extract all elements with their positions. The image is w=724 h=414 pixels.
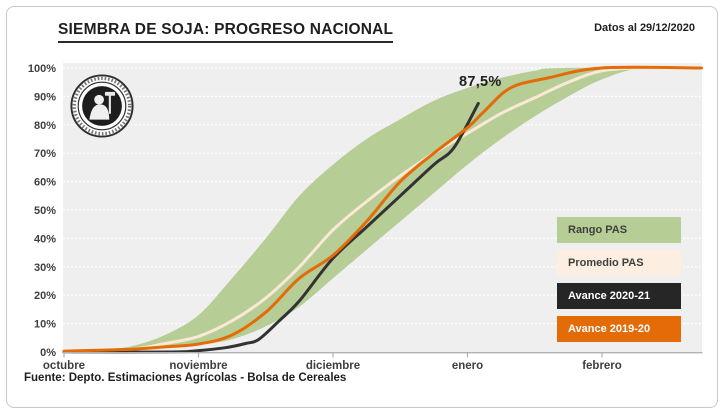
legend-item-promedio-pas: Promedio PAS: [557, 250, 681, 276]
y-axis-label-100-: 100%: [28, 63, 56, 75]
legend-item-avance-2020-21: Avance 2020-21: [557, 283, 681, 309]
legend-item-label: Avance 2020-21: [568, 290, 651, 302]
chart-legend: Rango PAS Promedio PAS Avance 2020-21 Avanc…: [557, 217, 681, 342]
page-title: SIEMBRA DE SOJA: PROGRESO NACIONAL: [58, 21, 394, 43]
y-axis-label-10-: 10%: [34, 319, 56, 331]
data-as-of-note: Datos al 29/12/2020: [594, 22, 695, 34]
y-axis-label-30-: 30%: [34, 262, 56, 274]
y-axis-label-40-: 40%: [34, 233, 56, 245]
y-axis-label-60-: 60%: [34, 177, 56, 189]
legend-item-label: Promedio PAS: [568, 257, 644, 269]
bolsa-de-cereales-logo-stamp: [70, 74, 134, 138]
x-axis-label-enero: enero: [452, 360, 483, 372]
x-axis-label-diciembre: diciembre: [306, 360, 360, 372]
y-axis-label-80-: 80%: [34, 120, 56, 132]
y-axis-label-20-: 20%: [34, 290, 56, 302]
avance-2019-20-line: [62, 65, 703, 353]
rango-pas-band: [64, 67, 702, 353]
y-axis-label-90-: 90%: [34, 91, 56, 103]
legend-item-label: Rango PAS: [568, 224, 628, 236]
y-axis-label-50-: 50%: [34, 205, 56, 217]
promedio-pas-line: [62, 66, 703, 354]
y-axis-label-0-: 0%: [40, 347, 56, 359]
legend-item-avance-2019-20: Avance 2019-20: [557, 316, 681, 342]
legend-item-rango-pas: Rango PAS: [557, 217, 681, 243]
x-axis-label-noviembre: noviembre: [169, 360, 227, 372]
avance-2020-21-line: [62, 102, 480, 354]
x-axis-label-octubre: octubre: [43, 360, 85, 372]
current-progress-annotation: 87,5%: [459, 74, 502, 90]
y-axis-label-70-: 70%: [34, 148, 56, 160]
x-axis-label-febrero: febrero: [582, 360, 622, 372]
legend-item-label: Avance 2019-20: [568, 323, 651, 335]
source-note: Fuente: Depto. Estimaciones Agrícolas - …: [24, 372, 347, 384]
